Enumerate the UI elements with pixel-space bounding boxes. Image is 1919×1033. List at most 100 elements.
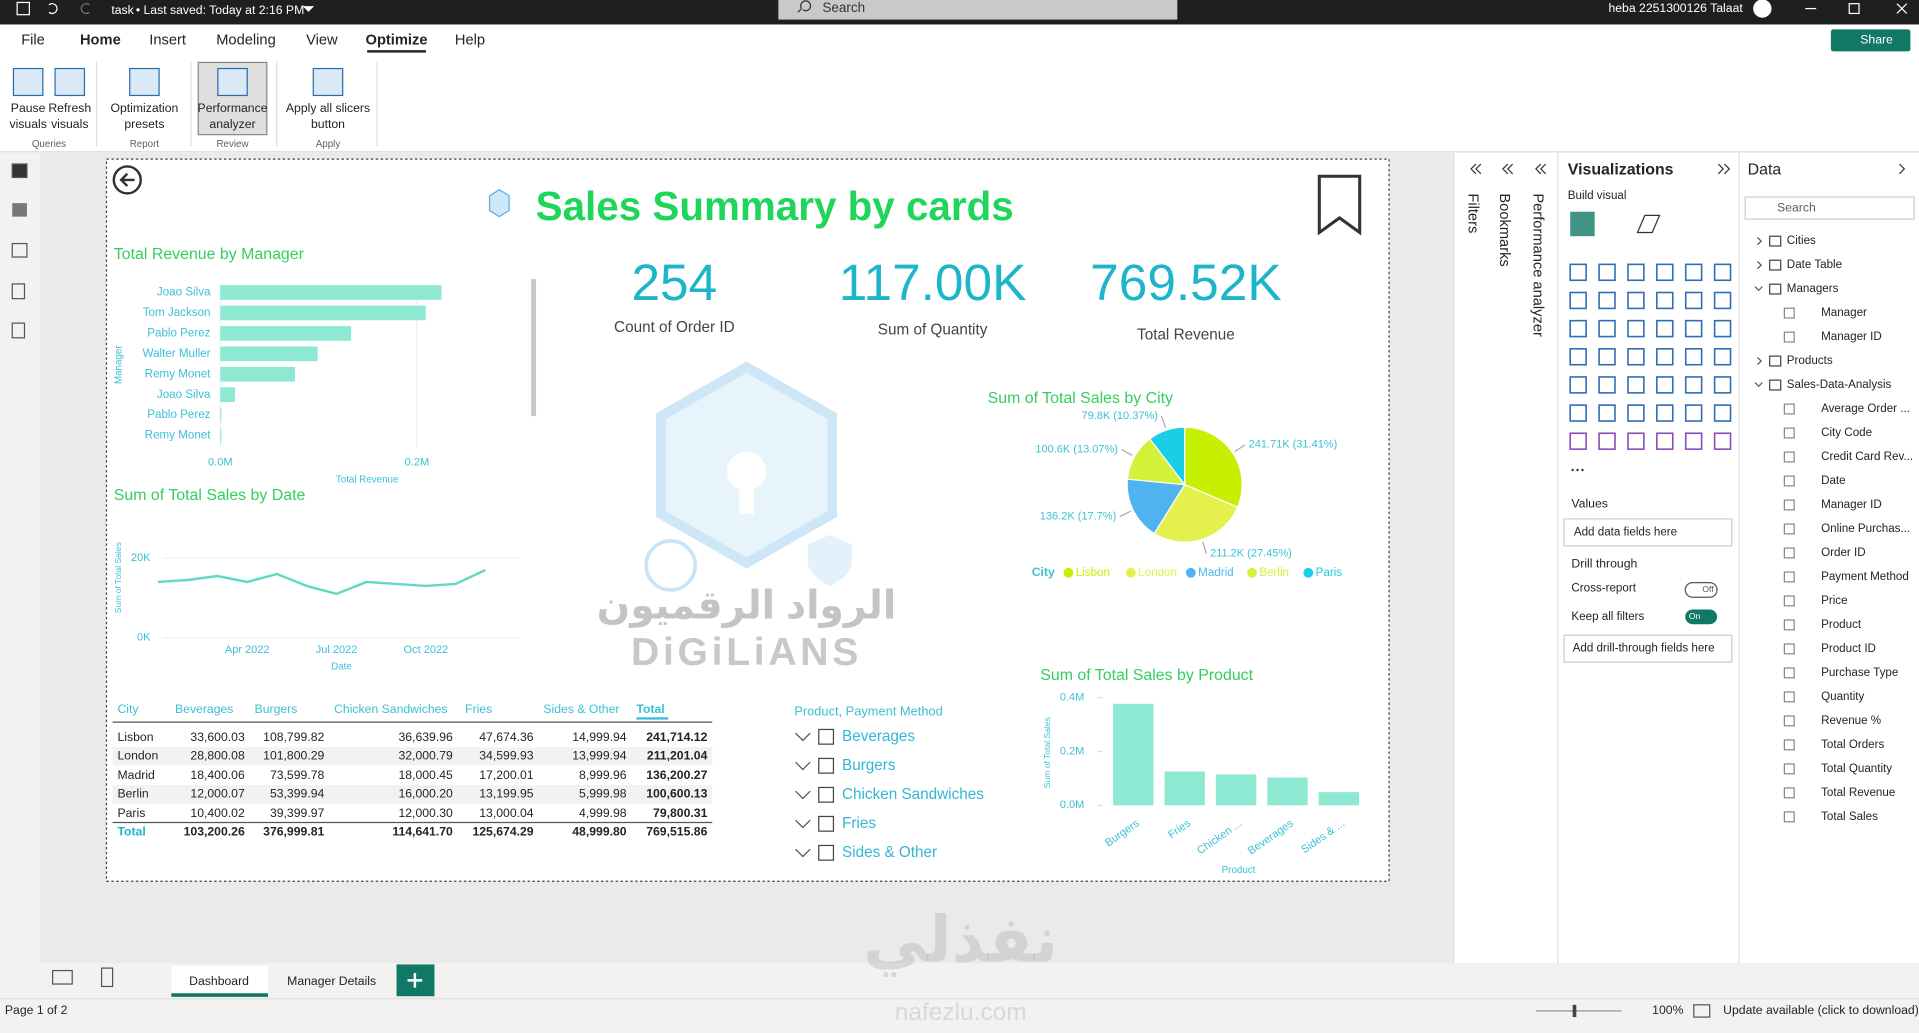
ribbon-icon[interactable] xyxy=(312,67,344,97)
more-dot[interactable] xyxy=(1576,468,1579,472)
page-tab[interactable]: Manager Details xyxy=(287,974,376,988)
field-name[interactable]: Manager ID xyxy=(1821,330,1882,343)
table-name[interactable]: Cities xyxy=(1787,234,1816,247)
visual-type-icon[interactable] xyxy=(1627,319,1645,338)
field-checkbox[interactable] xyxy=(1783,811,1795,823)
button-label[interactable]: visuals xyxy=(51,117,88,131)
field-checkbox[interactable] xyxy=(1783,619,1795,631)
data-search[interactable]: Search xyxy=(1777,200,1816,214)
ribbon-tab[interactable]: Optimize xyxy=(366,32,428,48)
visual-type-icon[interactable] xyxy=(1627,376,1645,394)
field-name[interactable]: Quantity xyxy=(1821,690,1864,703)
field-checkbox[interactable] xyxy=(1783,667,1795,679)
field-name[interactable]: Manager ID xyxy=(1821,498,1882,511)
slicer-item[interactable]: Beverages xyxy=(842,728,915,745)
field-well[interactable] xyxy=(1563,518,1733,547)
field-name[interactable]: Order ID xyxy=(1821,546,1866,559)
ribbon-tab[interactable]: View xyxy=(306,32,338,48)
collapse-chevron[interactable] xyxy=(1535,163,1547,175)
field-checkbox[interactable] xyxy=(1783,427,1795,439)
collapse-chevron[interactable] xyxy=(1898,163,1906,175)
visual-type-icon[interactable] xyxy=(1569,404,1587,422)
visual-type-icon[interactable] xyxy=(1684,291,1703,310)
field-checkbox[interactable] xyxy=(1783,331,1795,343)
toggle-off[interactable] xyxy=(1684,581,1718,598)
visual-type-icon[interactable] xyxy=(1656,319,1674,338)
field-checkbox[interactable] xyxy=(1783,715,1795,727)
button-label[interactable]: analyzer xyxy=(209,117,255,131)
visual-type-icon[interactable] xyxy=(1569,291,1587,310)
expand-chevron[interactable] xyxy=(795,732,811,742)
button-label[interactable]: Refresh xyxy=(48,101,91,115)
visual-type-icon[interactable] xyxy=(1684,319,1703,338)
visual-type-icon[interactable] xyxy=(1598,348,1616,366)
visual-type-icon[interactable] xyxy=(1598,291,1616,310)
zoom-thumb[interactable] xyxy=(1572,1004,1577,1018)
visual-type-icon[interactable] xyxy=(1684,432,1703,450)
visual-type-icon[interactable] xyxy=(1569,348,1587,366)
pane-tab[interactable]: Performance analyzer xyxy=(1529,193,1545,337)
update-notice[interactable]: Update available (click to download) xyxy=(1723,1003,1919,1017)
visual-type-icon[interactable] xyxy=(1569,432,1587,450)
slicer-item[interactable]: Fries xyxy=(842,815,876,832)
visual-type-icon[interactable] xyxy=(1656,291,1674,310)
ribbon-tab[interactable]: Home xyxy=(80,32,121,48)
field-name[interactable]: Total Quantity xyxy=(1821,762,1892,775)
visual-type-icon[interactable] xyxy=(1569,376,1587,394)
data-search-box[interactable] xyxy=(1744,196,1915,220)
field-name[interactable]: Total Orders xyxy=(1821,738,1884,751)
table-name[interactable]: Products xyxy=(1787,354,1833,367)
field-name[interactable]: Total Sales xyxy=(1821,810,1878,823)
field-checkbox[interactable] xyxy=(1783,595,1795,607)
visual-type-icon[interactable] xyxy=(1598,319,1616,338)
table-name[interactable]: Managers xyxy=(1787,282,1839,295)
button-label[interactable]: button xyxy=(311,117,345,131)
visual-type-icon[interactable] xyxy=(1713,348,1732,366)
ribbon-tab[interactable]: File xyxy=(21,32,45,48)
visual-type-icon[interactable] xyxy=(1684,263,1703,282)
visual-type-icon[interactable] xyxy=(1656,376,1674,394)
field-checkbox[interactable] xyxy=(1783,475,1795,487)
expand-chevron[interactable] xyxy=(795,819,811,829)
visual-type-icon[interactable] xyxy=(1713,376,1732,394)
window-controls[interactable] xyxy=(16,0,1908,18)
field-checkbox[interactable] xyxy=(1783,739,1795,751)
field-checkbox[interactable] xyxy=(1783,787,1795,799)
tree-chevron[interactable] xyxy=(1754,286,1763,292)
visual-type-icon[interactable] xyxy=(1627,291,1645,310)
visual-type-icon[interactable] xyxy=(1627,348,1645,366)
ribbon-icon[interactable] xyxy=(129,67,160,97)
button-label[interactable]: presets xyxy=(124,117,164,131)
field-name[interactable]: Purchase Type xyxy=(1821,666,1898,679)
mobile-view[interactable] xyxy=(100,967,114,988)
button-label[interactable]: Performance xyxy=(198,101,268,115)
visual-type-icon[interactable] xyxy=(1598,376,1616,394)
field-name[interactable]: Date xyxy=(1821,474,1846,487)
visual-type-icon[interactable] xyxy=(1713,291,1732,310)
field-name[interactable]: Price xyxy=(1821,594,1847,607)
search-placeholder[interactable]: Search xyxy=(822,0,865,15)
build-visual-icon[interactable] xyxy=(1570,211,1595,237)
fit-page[interactable] xyxy=(1693,1004,1711,1018)
button-label[interactable]: Apply all slicers xyxy=(286,101,370,115)
field-name[interactable]: Payment Method xyxy=(1821,570,1909,583)
checkbox[interactable] xyxy=(818,728,835,745)
field-name[interactable]: Credit Card Rev... xyxy=(1821,450,1913,463)
share-button[interactable] xyxy=(1830,29,1911,52)
field-checkbox[interactable] xyxy=(1783,451,1795,463)
expand-chevron[interactable] xyxy=(795,790,811,800)
toggle-on[interactable] xyxy=(1685,609,1718,625)
pane-tab[interactable]: Filters xyxy=(1464,193,1480,233)
visual-type-icon[interactable] xyxy=(1656,263,1674,282)
slicer-item[interactable]: Chicken Sandwiches xyxy=(842,786,984,803)
field-checkbox[interactable] xyxy=(1783,403,1795,415)
ribbon-icon[interactable] xyxy=(54,67,86,97)
collapse-chevron[interactable] xyxy=(1502,163,1514,175)
field-name[interactable]: City Code xyxy=(1821,426,1872,439)
nav-icons[interactable] xyxy=(11,163,28,339)
expand-chevron[interactable] xyxy=(795,761,811,771)
field-checkbox[interactable] xyxy=(1783,307,1795,319)
visual-type-icon[interactable] xyxy=(1713,319,1732,338)
visual-type-icon[interactable] xyxy=(1656,348,1674,366)
more-dot[interactable] xyxy=(1581,468,1584,472)
